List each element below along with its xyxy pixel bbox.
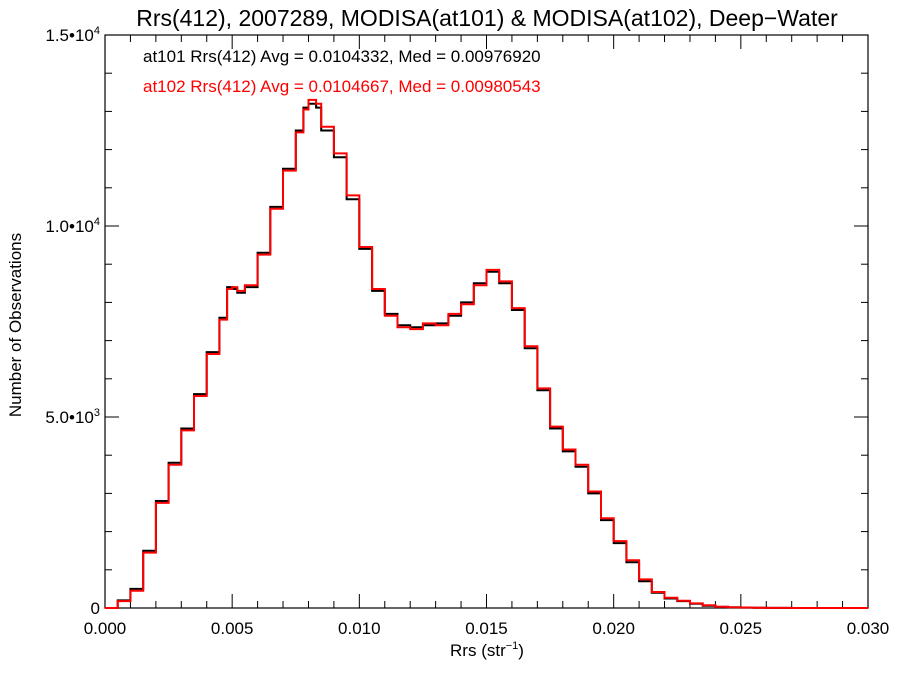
y-tick-label: 1.0•104	[45, 216, 100, 236]
y-axis-label: Number of Observations	[6, 233, 25, 417]
annotation-at101: at101 Rrs(412) Avg = 0.0104332, Med = 0.…	[143, 47, 541, 66]
y-tick-label: 5.0•103	[45, 407, 100, 427]
x-tick-label: 0.015	[465, 619, 508, 638]
x-tick-label: 0.025	[720, 619, 763, 638]
x-tick-label: 0.010	[338, 619, 381, 638]
y-tick-label: 0	[91, 599, 100, 618]
annotation-group: at101 Rrs(412) Avg = 0.0104332, Med = 0.…	[143, 47, 541, 96]
series-at102-line	[105, 98, 868, 609]
series-group	[105, 98, 868, 609]
x-axis-label-main: Rrs (str	[450, 641, 506, 660]
x-axis-label: Rrs (str−1)	[450, 640, 524, 660]
chart-title: Rrs(412), 2007289, MODISA(at101) & MODIS…	[136, 5, 838, 31]
x-tick-label: 0.000	[84, 619, 127, 638]
y-tick-label: 1.5•104	[45, 25, 100, 45]
x-tick-label: 0.030	[847, 619, 890, 638]
x-axis-label-sup: −1	[506, 640, 519, 652]
axes-group: 0.000 0.005 0.010 0.015 0.020 0.025 0.030 0 5.0•…	[45, 25, 889, 638]
x-axis-label-close: )	[518, 641, 524, 660]
series-at101-line	[105, 102, 868, 609]
annotation-at102: at102 Rrs(412) Avg = 0.0104667, Med = 0.…	[143, 77, 541, 96]
x-tick-label: 0.020	[592, 619, 635, 638]
x-tick-label: 0.005	[211, 619, 254, 638]
